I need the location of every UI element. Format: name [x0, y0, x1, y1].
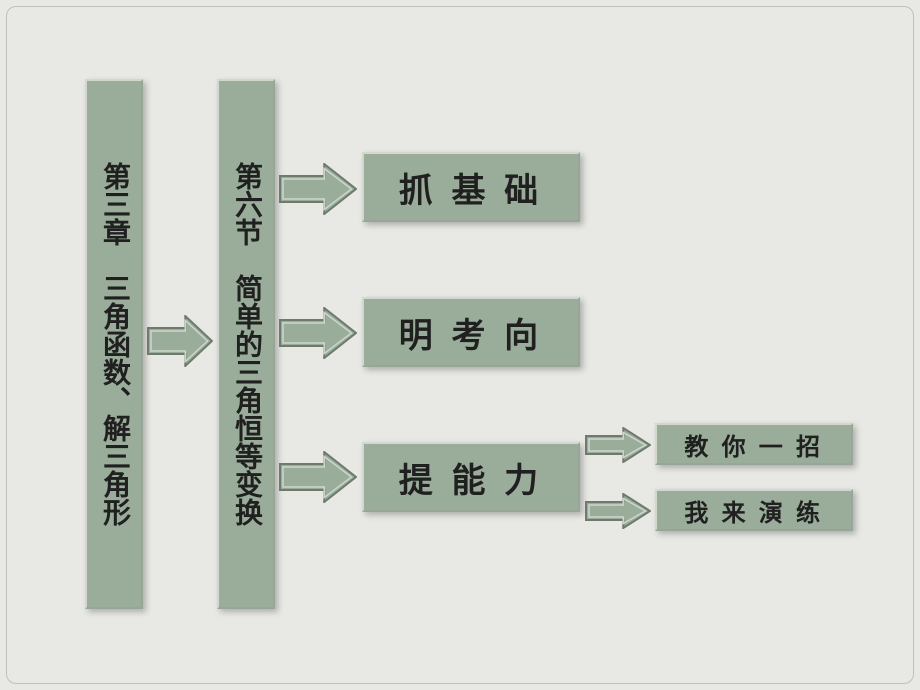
practice-node: 我 来 演 练 [655, 489, 853, 531]
ability-node: 提 能 力 [362, 442, 580, 512]
section-label: 第六节 简单的三角恒等变换 [232, 162, 260, 526]
practice-label: 我 来 演 练 [684, 493, 823, 528]
diagram-frame: 第三章 三角函数、解三角形 第六节 简单的三角恒等变换 抓 基 础 明 考 向 … [6, 6, 914, 684]
section-node: 第六节 简单的三角恒等变换 [217, 79, 275, 609]
direction-node: 明 考 向 [362, 297, 580, 367]
chapter-label: 第三章 三角函数、解三角形 [100, 162, 128, 526]
basics-node: 抓 基 础 [362, 152, 580, 222]
basics-label: 抓 基 础 [399, 163, 544, 212]
arrow-ability-to-teach [585, 427, 651, 463]
arrow-chapter-to-section [147, 315, 213, 367]
chapter-node: 第三章 三角函数、解三角形 [85, 79, 143, 609]
ability-label: 提 能 力 [399, 453, 544, 502]
teach-node: 教 你 一 招 [655, 423, 853, 465]
arrow-section-to-basics [279, 163, 357, 215]
arrow-section-to-ability [279, 451, 357, 503]
teach-label: 教 你 一 招 [684, 427, 823, 462]
direction-label: 明 考 向 [399, 308, 544, 357]
arrow-ability-to-practice [585, 493, 651, 529]
arrow-section-to-direction [279, 307, 357, 359]
